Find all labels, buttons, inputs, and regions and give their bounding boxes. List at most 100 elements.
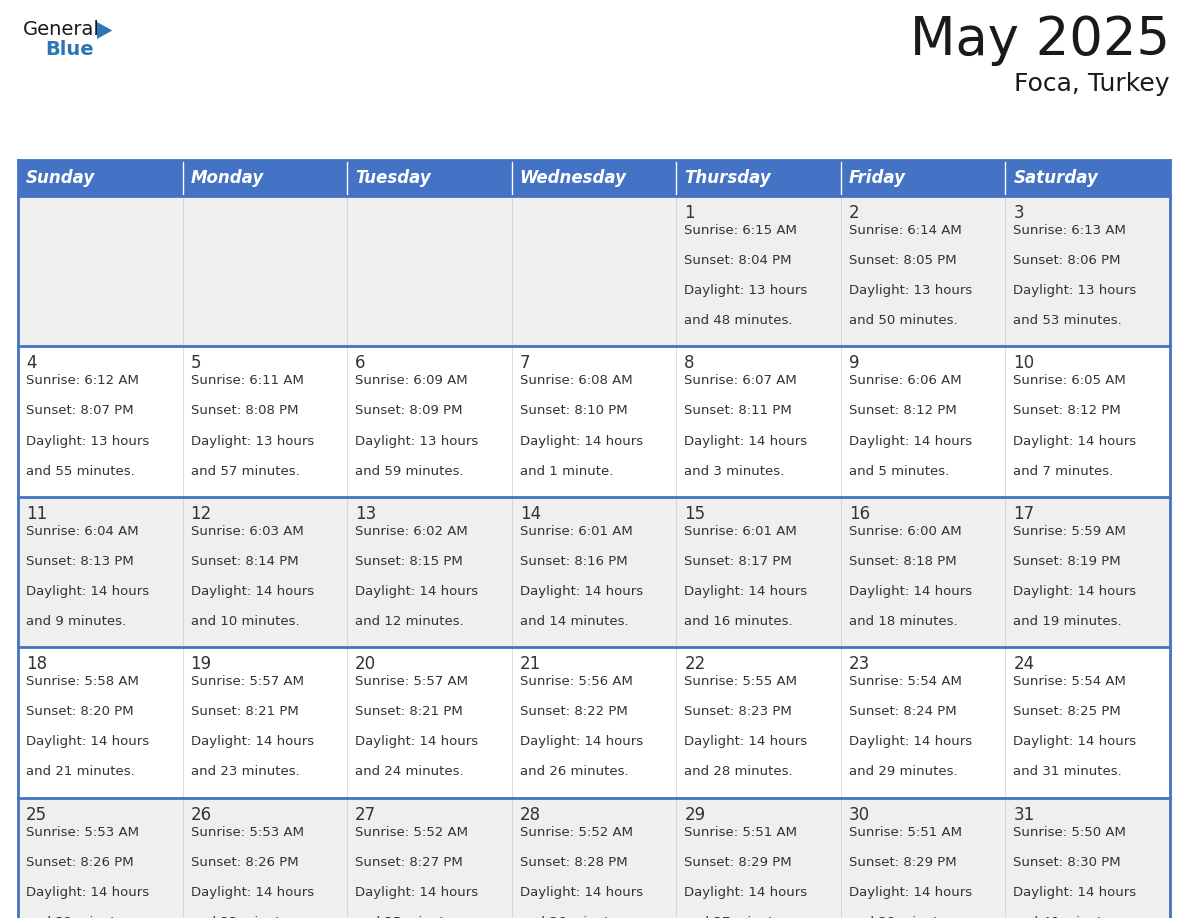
Text: Sunrise: 6:06 AM: Sunrise: 6:06 AM: [849, 375, 961, 387]
Bar: [676, 160, 841, 196]
Text: Sunset: 8:25 PM: Sunset: 8:25 PM: [1013, 705, 1121, 718]
Text: Sunrise: 5:51 AM: Sunrise: 5:51 AM: [849, 825, 962, 839]
Text: Daylight: 13 hours: Daylight: 13 hours: [26, 434, 150, 448]
Text: Sunset: 8:23 PM: Sunset: 8:23 PM: [684, 705, 792, 718]
Text: May 2025: May 2025: [910, 14, 1170, 66]
Text: Thursday: Thursday: [684, 169, 771, 187]
Text: 6: 6: [355, 354, 366, 373]
Text: Sunset: 8:21 PM: Sunset: 8:21 PM: [355, 705, 463, 718]
Text: Saturday: Saturday: [1013, 169, 1098, 187]
Text: and 5 minutes.: and 5 minutes.: [849, 465, 949, 477]
Text: Sunset: 8:29 PM: Sunset: 8:29 PM: [684, 856, 792, 868]
Text: and 36 minutes.: and 36 minutes.: [519, 916, 628, 918]
Text: Daylight: 14 hours: Daylight: 14 hours: [190, 585, 314, 598]
Text: Daylight: 13 hours: Daylight: 13 hours: [1013, 285, 1137, 297]
Text: Sunset: 8:04 PM: Sunset: 8:04 PM: [684, 254, 791, 267]
Text: Blue: Blue: [45, 40, 94, 59]
Text: Sunset: 8:14 PM: Sunset: 8:14 PM: [190, 554, 298, 568]
Text: Sunset: 8:09 PM: Sunset: 8:09 PM: [355, 405, 462, 418]
Text: and 55 minutes.: and 55 minutes.: [26, 465, 134, 477]
Text: Sunrise: 5:55 AM: Sunrise: 5:55 AM: [684, 676, 797, 688]
Text: Sunset: 8:08 PM: Sunset: 8:08 PM: [190, 405, 298, 418]
Text: 23: 23: [849, 655, 870, 673]
Text: Sunset: 8:12 PM: Sunset: 8:12 PM: [849, 405, 956, 418]
Text: 26: 26: [190, 806, 211, 823]
Text: Daylight: 14 hours: Daylight: 14 hours: [849, 434, 972, 448]
Text: Daylight: 14 hours: Daylight: 14 hours: [1013, 886, 1137, 899]
Text: and 53 minutes.: and 53 minutes.: [1013, 314, 1123, 328]
Text: Sunrise: 6:02 AM: Sunrise: 6:02 AM: [355, 525, 468, 538]
Text: and 21 minutes.: and 21 minutes.: [26, 766, 134, 778]
Text: 20: 20: [355, 655, 377, 673]
Text: Sunset: 8:06 PM: Sunset: 8:06 PM: [1013, 254, 1121, 267]
Text: and 19 minutes.: and 19 minutes.: [1013, 615, 1121, 628]
Text: Sunrise: 6:07 AM: Sunrise: 6:07 AM: [684, 375, 797, 387]
Text: Sunrise: 6:08 AM: Sunrise: 6:08 AM: [519, 375, 632, 387]
Text: Sunset: 8:26 PM: Sunset: 8:26 PM: [26, 856, 133, 868]
Text: Daylight: 14 hours: Daylight: 14 hours: [519, 434, 643, 448]
Text: Sunrise: 5:58 AM: Sunrise: 5:58 AM: [26, 676, 139, 688]
Text: and 31 minutes.: and 31 minutes.: [1013, 766, 1123, 778]
Text: Daylight: 14 hours: Daylight: 14 hours: [1013, 735, 1137, 748]
Text: Sunrise: 5:56 AM: Sunrise: 5:56 AM: [519, 676, 632, 688]
Text: Sunset: 8:17 PM: Sunset: 8:17 PM: [684, 554, 792, 568]
Text: and 10 minutes.: and 10 minutes.: [190, 615, 299, 628]
Text: 22: 22: [684, 655, 706, 673]
Text: and 7 minutes.: and 7 minutes.: [1013, 465, 1113, 477]
Text: and 32 minutes.: and 32 minutes.: [26, 916, 134, 918]
Bar: [18, 798, 1170, 918]
Text: Sunrise: 5:59 AM: Sunrise: 5:59 AM: [1013, 525, 1126, 538]
Text: 2: 2: [849, 204, 859, 222]
Text: Sunrise: 6:13 AM: Sunrise: 6:13 AM: [1013, 224, 1126, 237]
Text: Monday: Monday: [190, 169, 264, 187]
Text: 13: 13: [355, 505, 377, 522]
Text: and 37 minutes.: and 37 minutes.: [684, 916, 794, 918]
Bar: [18, 160, 183, 196]
Bar: [1005, 160, 1170, 196]
Text: Sunset: 8:29 PM: Sunset: 8:29 PM: [849, 856, 956, 868]
Text: 18: 18: [26, 655, 48, 673]
Text: Daylight: 14 hours: Daylight: 14 hours: [190, 886, 314, 899]
Text: 19: 19: [190, 655, 211, 673]
Text: 3: 3: [1013, 204, 1024, 222]
Text: Sunset: 8:13 PM: Sunset: 8:13 PM: [26, 554, 134, 568]
Text: and 18 minutes.: and 18 minutes.: [849, 615, 958, 628]
Text: Daylight: 14 hours: Daylight: 14 hours: [519, 735, 643, 748]
Text: and 1 minute.: and 1 minute.: [519, 465, 613, 477]
Text: Sunset: 8:27 PM: Sunset: 8:27 PM: [355, 856, 463, 868]
Text: Daylight: 14 hours: Daylight: 14 hours: [355, 886, 479, 899]
Text: Sunset: 8:26 PM: Sunset: 8:26 PM: [190, 856, 298, 868]
Text: Sunrise: 6:03 AM: Sunrise: 6:03 AM: [190, 525, 303, 538]
Text: Foca, Turkey: Foca, Turkey: [1015, 72, 1170, 96]
Text: Daylight: 14 hours: Daylight: 14 hours: [1013, 434, 1137, 448]
Text: Sunrise: 6:14 AM: Sunrise: 6:14 AM: [849, 224, 961, 237]
Text: 15: 15: [684, 505, 706, 522]
Text: and 28 minutes.: and 28 minutes.: [684, 766, 792, 778]
Text: 25: 25: [26, 806, 48, 823]
Text: Daylight: 14 hours: Daylight: 14 hours: [355, 585, 479, 598]
Text: Sunrise: 5:52 AM: Sunrise: 5:52 AM: [519, 825, 633, 839]
Text: Sunset: 8:28 PM: Sunset: 8:28 PM: [519, 856, 627, 868]
Text: Daylight: 14 hours: Daylight: 14 hours: [684, 434, 808, 448]
Text: Daylight: 14 hours: Daylight: 14 hours: [684, 585, 808, 598]
Text: and 35 minutes.: and 35 minutes.: [355, 916, 463, 918]
Text: Daylight: 14 hours: Daylight: 14 hours: [684, 886, 808, 899]
Text: and 3 minutes.: and 3 minutes.: [684, 465, 784, 477]
Text: Sunrise: 6:00 AM: Sunrise: 6:00 AM: [849, 525, 961, 538]
Text: and 59 minutes.: and 59 minutes.: [355, 465, 463, 477]
Text: Sunset: 8:16 PM: Sunset: 8:16 PM: [519, 554, 627, 568]
Bar: [841, 160, 1005, 196]
Text: Sunset: 8:24 PM: Sunset: 8:24 PM: [849, 705, 956, 718]
Text: Sunrise: 6:01 AM: Sunrise: 6:01 AM: [684, 525, 797, 538]
Text: 1: 1: [684, 204, 695, 222]
Text: 4: 4: [26, 354, 37, 373]
Text: Daylight: 13 hours: Daylight: 13 hours: [355, 434, 479, 448]
Text: Sunset: 8:21 PM: Sunset: 8:21 PM: [190, 705, 298, 718]
Text: 30: 30: [849, 806, 870, 823]
Text: General: General: [23, 20, 100, 39]
Text: Sunrise: 6:15 AM: Sunrise: 6:15 AM: [684, 224, 797, 237]
Text: Wednesday: Wednesday: [519, 169, 627, 187]
Text: Sunrise: 5:52 AM: Sunrise: 5:52 AM: [355, 825, 468, 839]
Text: 11: 11: [26, 505, 48, 522]
Text: and 48 minutes.: and 48 minutes.: [684, 314, 792, 328]
